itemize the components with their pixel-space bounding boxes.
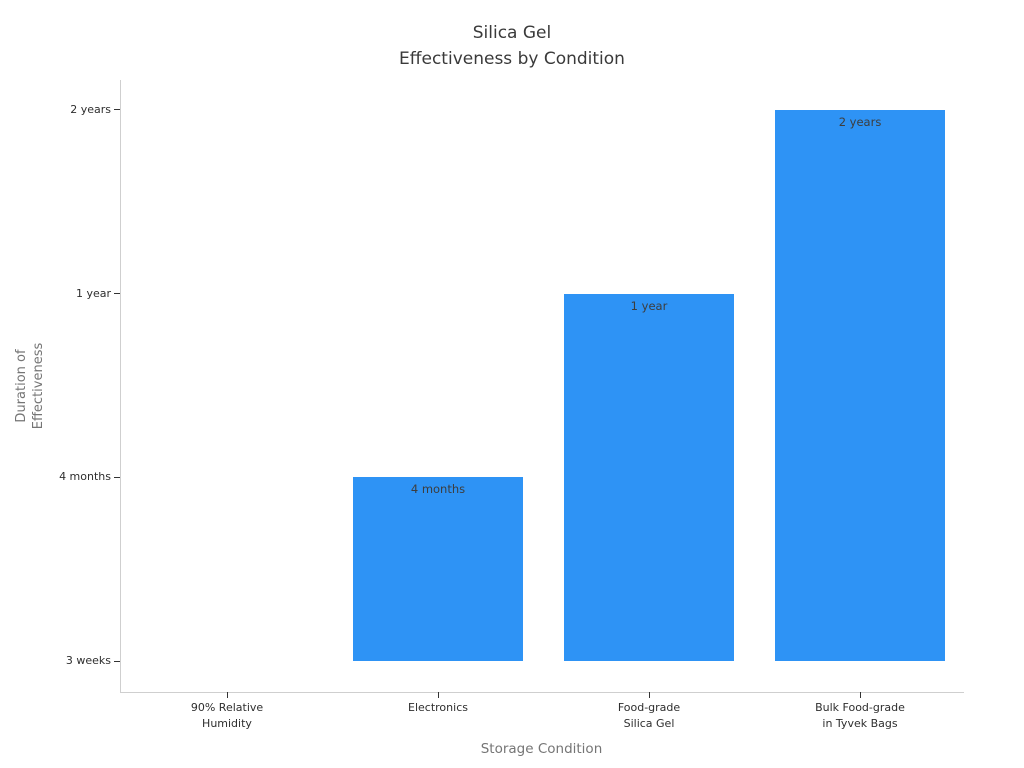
bar-2	[564, 293, 734, 661]
bar-3	[775, 109, 945, 661]
y-tick-label: 2 years	[70, 102, 111, 116]
x-axis-label: Storage Condition	[480, 741, 603, 757]
y-tick-label: 3 weeks	[65, 654, 111, 667]
y-tick-label: 1 year	[75, 286, 111, 300]
y-tick-mark	[114, 660, 120, 662]
y-tick-mark	[114, 293, 120, 295]
chart-title: Silica Gel Effectiveness by Condition	[399, 23, 625, 69]
x-tick-label: Food-grade Silica Gel	[617, 701, 681, 730]
y-axis-label: Duration of Effectiveness	[14, 342, 46, 430]
y-tick-mark	[114, 476, 120, 478]
y-tick-mark	[114, 109, 120, 111]
y-tick-label: 4 months	[59, 470, 111, 484]
x-tick-label: Electronics	[408, 701, 468, 714]
x-tick-mark	[437, 692, 439, 698]
plot-area: 3 weeks 4 months 1 year 2 years 90% Relative…	[59, 80, 964, 730]
x-tick-label: 90% Relative Humidity	[190, 701, 264, 730]
x-tick-label: Bulk Food-grade in Tyvek Bags	[815, 701, 905, 730]
x-tick-mark	[648, 692, 650, 698]
x-tick-mark	[226, 692, 228, 698]
bar-1	[353, 477, 523, 661]
x-tick-mark	[859, 692, 861, 698]
